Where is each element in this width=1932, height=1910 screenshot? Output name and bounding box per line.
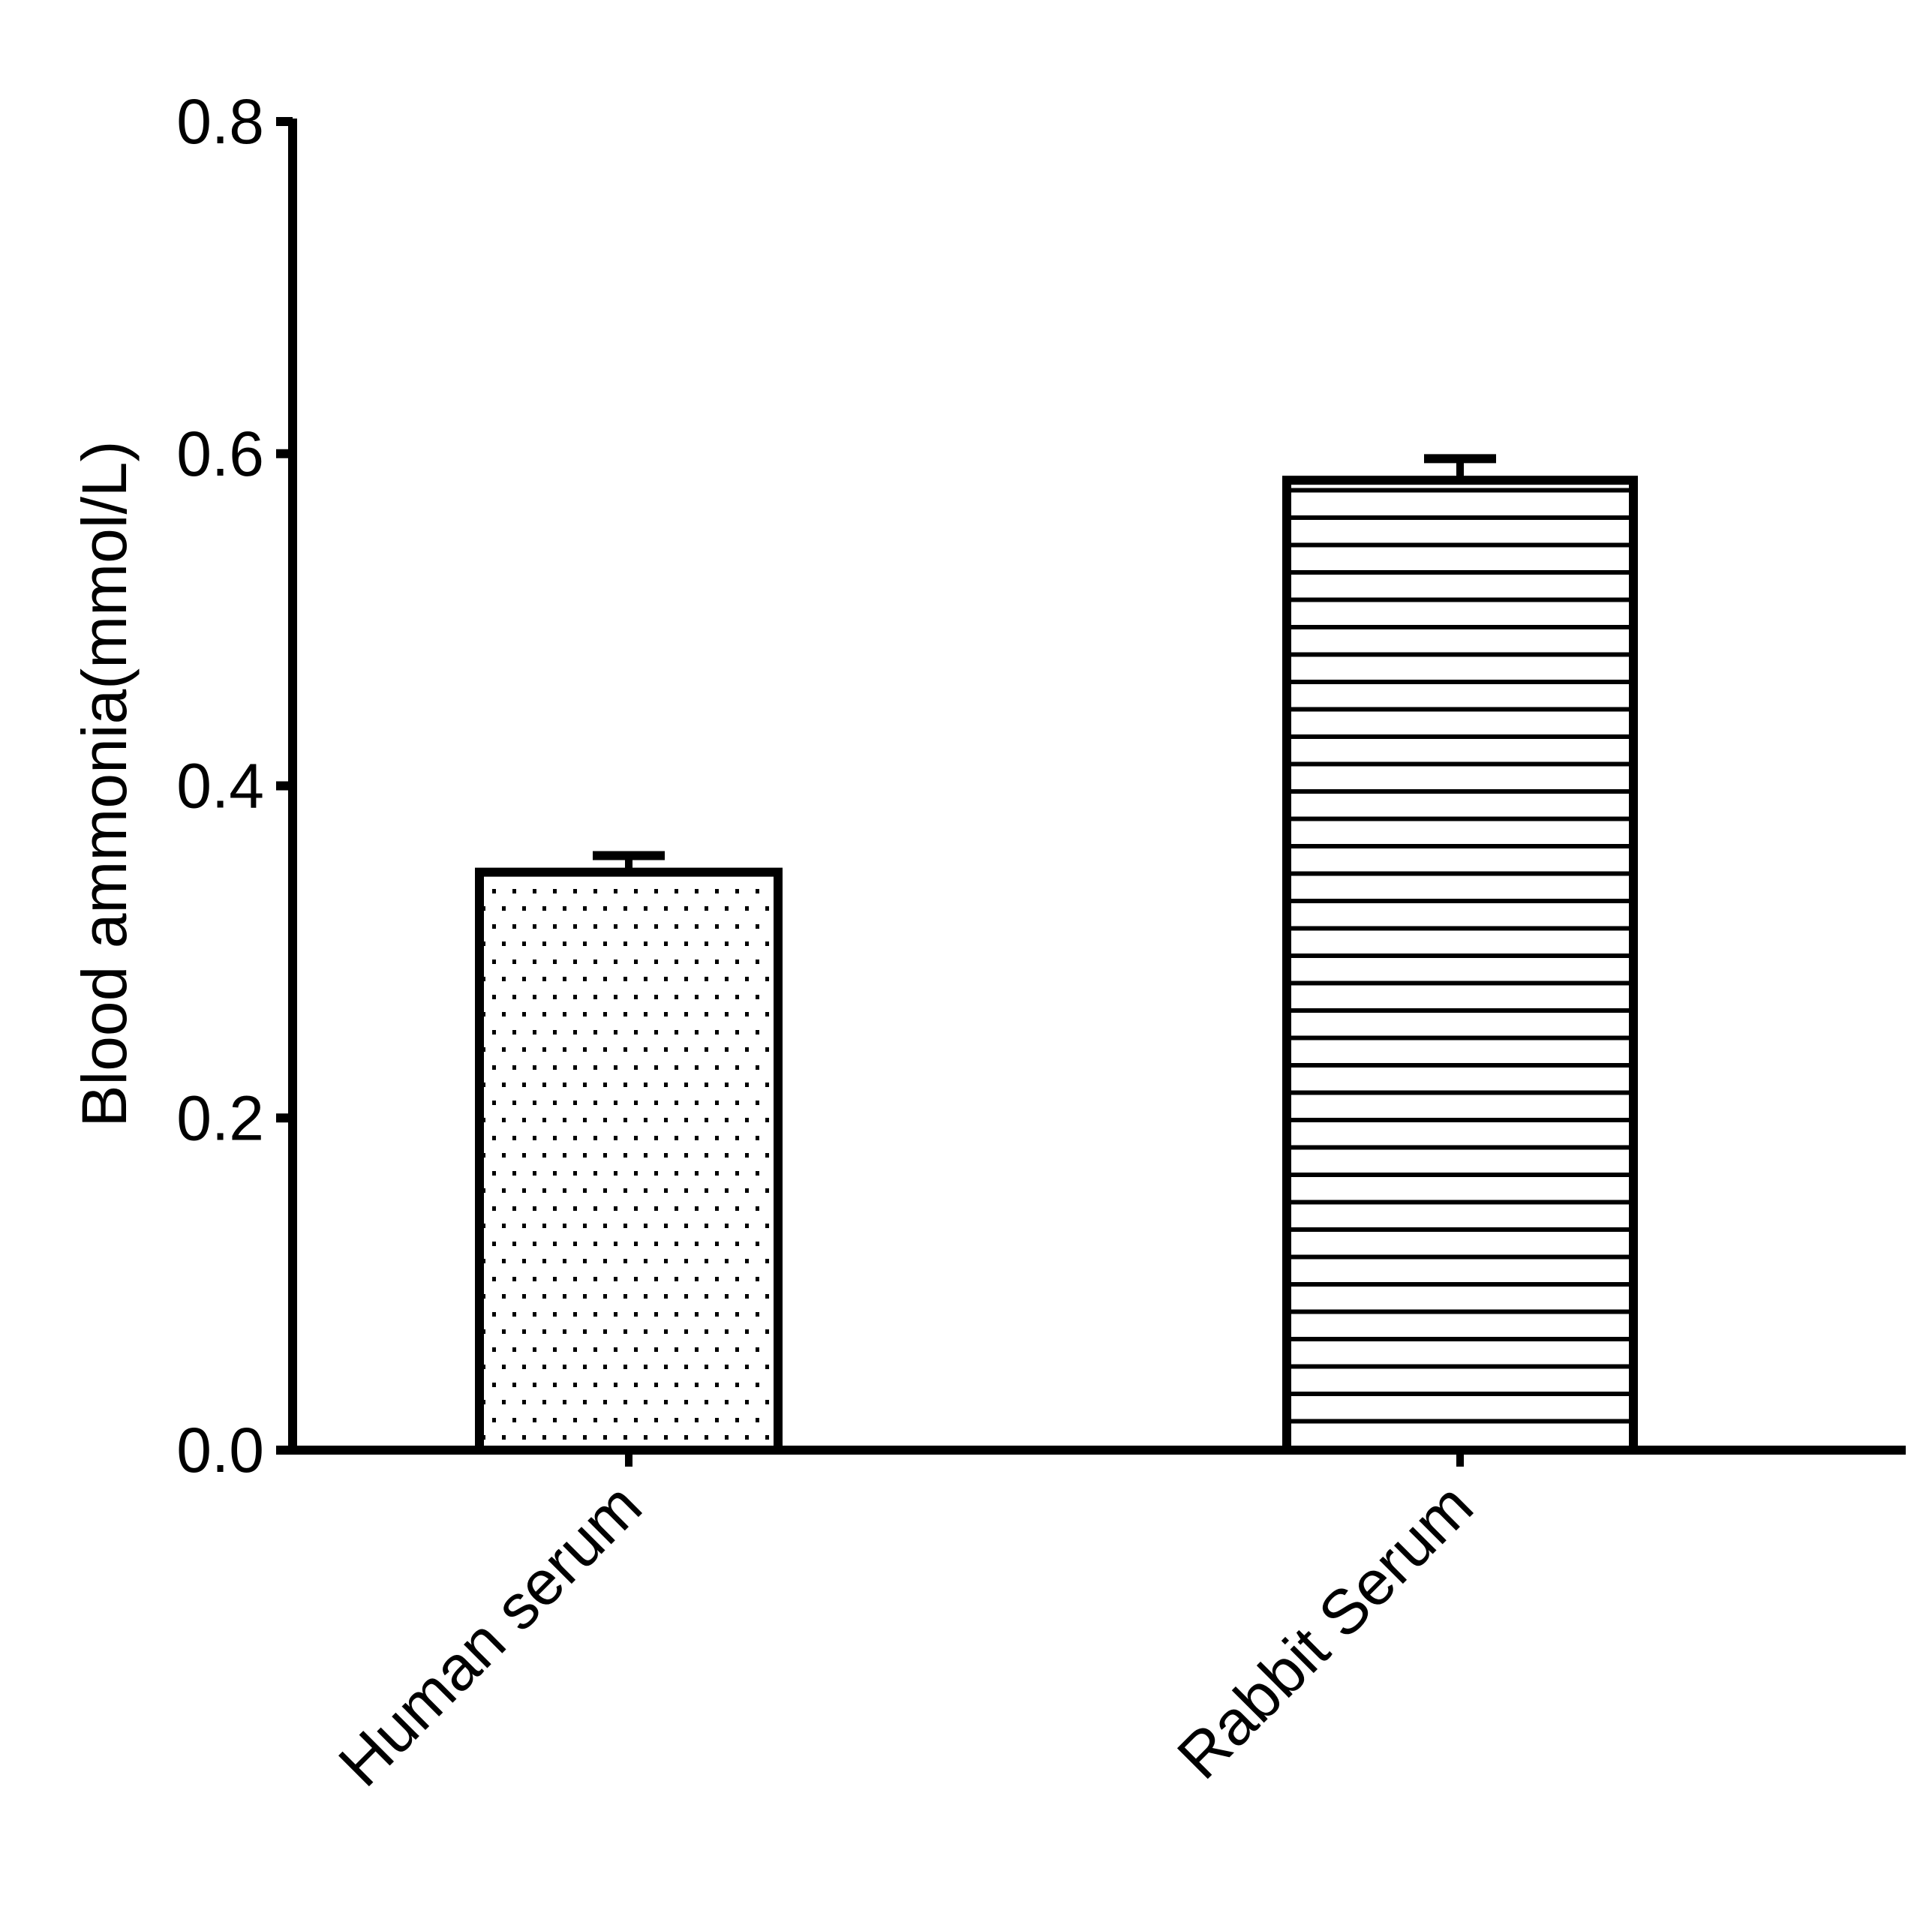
y-tick-label: 0.2 bbox=[176, 1083, 264, 1153]
bar-rabbit-serum bbox=[1282, 454, 1638, 1455]
y-tick-label: 0.0 bbox=[176, 1415, 264, 1485]
bar-human-serum bbox=[475, 851, 783, 1455]
x-tick-label: Human serum bbox=[325, 1470, 654, 1799]
y-axis-label: Blood ammonia(mmol/L) bbox=[69, 441, 140, 1128]
y-tick-label: 0.8 bbox=[176, 86, 264, 157]
y-tick-label: 0.4 bbox=[176, 751, 264, 821]
x-tick-label: Rabbit Serum bbox=[1164, 1470, 1486, 1792]
y-tick-label: 0.6 bbox=[176, 419, 264, 489]
